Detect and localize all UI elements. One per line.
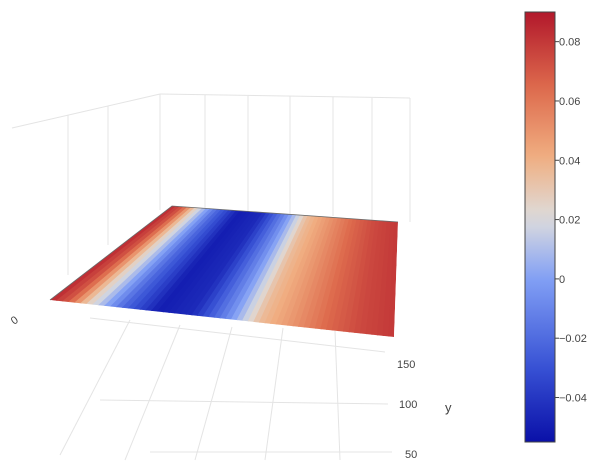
colorbar-tick-label: 0.02 xyxy=(559,215,580,227)
colorbar-tick-label: 0.04 xyxy=(559,155,580,167)
surface-strip xyxy=(216,213,286,325)
surface-strip xyxy=(124,209,226,313)
surface-strip xyxy=(193,212,271,323)
surface-strip xyxy=(382,221,396,337)
surface-strip xyxy=(130,209,230,314)
surface-strip xyxy=(279,216,328,331)
surface-strip xyxy=(308,218,347,333)
surface-strip xyxy=(262,215,317,330)
surface-strip xyxy=(67,206,188,304)
scene-grid xyxy=(11,93,411,461)
surface-strip xyxy=(325,218,358,334)
surface-strip xyxy=(313,218,350,333)
surface-strip xyxy=(302,217,343,333)
surface-strip xyxy=(90,207,204,308)
surface-strip xyxy=(319,218,354,334)
surface-strip xyxy=(353,220,377,336)
y-tick-label: 150 xyxy=(397,359,415,371)
surface-strip xyxy=(365,220,384,336)
surface-strip xyxy=(170,211,256,320)
surface-strip xyxy=(50,206,177,302)
colorbar-tick-label: 0.08 xyxy=(559,37,580,49)
surface-strip xyxy=(204,213,279,324)
surface-strip xyxy=(181,212,264,321)
surface-strip xyxy=(153,210,245,317)
colorbar-tick-label: −0.04 xyxy=(559,393,587,405)
colorbar-tick-label: −0.02 xyxy=(559,333,587,345)
surface-strip xyxy=(72,207,192,305)
surface-strip xyxy=(84,207,200,307)
surface-strip xyxy=(376,221,392,337)
surface-strip xyxy=(136,210,234,315)
surface-strip xyxy=(244,215,305,328)
surface-strip xyxy=(227,214,294,326)
surface-strip xyxy=(267,216,320,330)
colorbar-tick-group: 0.08 0.06 0.04 0.02 0 −0.02 −0.04 xyxy=(555,37,587,405)
surface-strip xyxy=(273,216,324,330)
surface-strip xyxy=(141,210,237,316)
surface-strip xyxy=(187,212,268,322)
surface-strip xyxy=(107,208,215,311)
surface-strip xyxy=(348,219,373,335)
surface-strip xyxy=(158,211,249,318)
surface-strip xyxy=(359,220,381,336)
surface-strip xyxy=(330,219,362,334)
surface-strip xyxy=(147,210,241,317)
surface-strip xyxy=(285,216,332,331)
colorbar xyxy=(524,11,556,443)
surface-strip xyxy=(222,214,290,326)
surface-strip xyxy=(164,211,253,319)
surface-strip xyxy=(296,217,339,332)
y-axis-title: y xyxy=(445,400,452,415)
surface-strip xyxy=(336,219,366,335)
colorbar-tick-label: 0.06 xyxy=(559,96,580,108)
surface-strip xyxy=(113,208,219,312)
surface-strip xyxy=(290,217,335,332)
surface-strip xyxy=(371,220,388,337)
surface-strip xyxy=(95,208,207,309)
y-tick-group: 150 100 50 xyxy=(397,359,417,461)
y-tick-label: 100 xyxy=(399,399,417,411)
surface-strip xyxy=(233,214,298,327)
surface-strip xyxy=(256,215,313,329)
surface-edge xyxy=(49,205,399,301)
surface-strip xyxy=(61,206,185,304)
surface-strip xyxy=(388,221,398,337)
surface-strip xyxy=(239,214,301,327)
surface-strip xyxy=(250,215,309,329)
surface-strip xyxy=(199,212,275,323)
colorbar-tick-label: 0 xyxy=(559,274,565,286)
surface-strip xyxy=(78,207,196,306)
y-tick-label: 50 xyxy=(405,449,417,461)
surface-strip xyxy=(342,219,369,335)
surface-strip xyxy=(101,208,211,310)
surface-strip xyxy=(55,206,181,303)
surface-strip xyxy=(118,209,222,312)
surface-strip xyxy=(176,211,260,320)
surface-strip xyxy=(210,213,283,325)
surface xyxy=(50,206,398,337)
x-tick-label: 0 xyxy=(9,314,21,327)
